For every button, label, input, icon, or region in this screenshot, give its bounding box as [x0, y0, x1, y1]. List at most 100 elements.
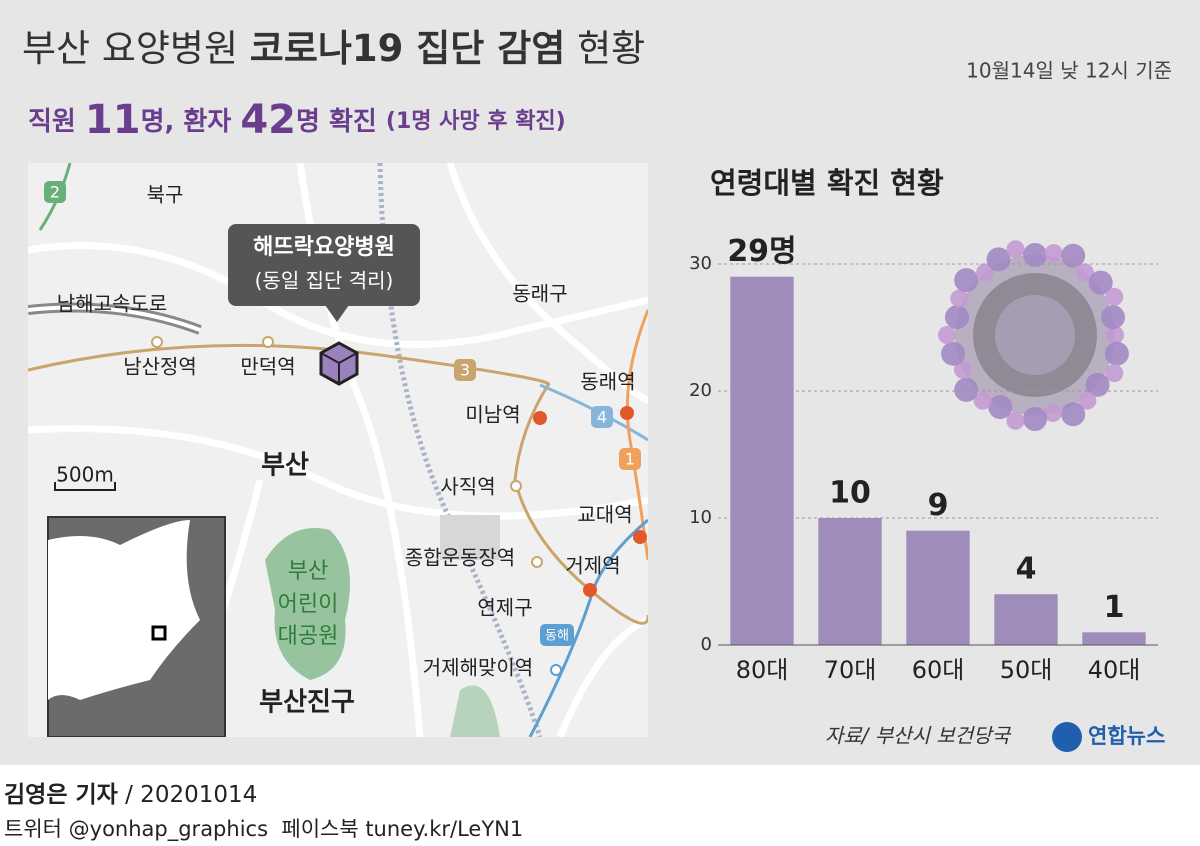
x-tick-label: 40대 — [1088, 656, 1141, 684]
hospital-callout — [228, 224, 420, 306]
station-label: 미남역 — [465, 403, 520, 427]
virus-spike — [1105, 364, 1124, 383]
station-label: 남산정역 — [123, 355, 197, 379]
inset-marker — [151, 625, 167, 641]
line-badge — [540, 624, 574, 646]
district-label: 부산진구 — [259, 688, 355, 718]
source: 자료/ 부산시 보건당국 — [825, 724, 1012, 748]
y-tick-label: 30 — [689, 253, 712, 274]
scale-bar — [54, 482, 116, 491]
y-tick-label: 0 — [701, 634, 712, 655]
stations — [151, 336, 562, 676]
park — [450, 685, 500, 737]
line-donghae — [528, 518, 648, 737]
virus-spike — [1061, 402, 1086, 427]
virus-spike — [1088, 270, 1113, 295]
byline: 김영은 기자 / 20201014 — [4, 782, 257, 808]
value-label: 29명 — [727, 234, 796, 269]
subtitle: 직원 11명, 환자 42명 확진 (1명 사망 후 확진) — [28, 97, 566, 143]
reporter: 김영은 기자 — [4, 782, 118, 808]
stadium — [440, 515, 500, 560]
hospital-icon — [319, 341, 359, 386]
bar — [818, 518, 882, 645]
virus-spike — [941, 341, 966, 366]
x-tick-label: 80대 — [736, 656, 789, 684]
value-label: 4 — [1016, 552, 1037, 587]
virus-spike — [1105, 287, 1124, 306]
line-badge-label: 1 — [625, 450, 635, 469]
line-badge — [619, 448, 641, 470]
transfer-stations — [533, 406, 647, 597]
virus-spike — [954, 377, 979, 402]
map: 2 3 4 1 동해 북구 남해고속도로 남산정역 만덕역 동래구 동래역 미남… — [28, 163, 648, 737]
virus-spike — [1043, 403, 1062, 422]
station-label: 동래역 — [580, 370, 635, 394]
title-part: 부산 요양병원 — [22, 27, 238, 70]
virus-spike — [1061, 243, 1086, 268]
line-badge-label: 3 — [460, 361, 470, 380]
district-label: 연제구 — [477, 596, 532, 620]
sns: 트위터 @yonhap_graphics 페이스북 tuney.kr/LeYN1 — [4, 817, 523, 842]
virus-spike — [1104, 341, 1129, 366]
title-part: 현황 — [577, 27, 645, 70]
date-note: 10월14일 낮 12시 기준 — [966, 59, 1172, 83]
value-label: 1 — [1104, 590, 1125, 625]
bar — [1082, 632, 1146, 645]
line-badge-label: 동해 — [545, 629, 569, 644]
station-label: 종합운동장역 — [405, 546, 515, 570]
road-label: 남해고속도로 — [57, 292, 167, 316]
park-label: 부산 — [288, 559, 328, 584]
virus-spike — [1075, 263, 1094, 282]
virus-spike — [988, 395, 1013, 420]
station-label: 사직역 — [440, 475, 495, 499]
value-label: 9 — [928, 488, 949, 523]
virus-spike — [1023, 243, 1047, 267]
line-badge — [591, 406, 613, 428]
x-tick-label: 60대 — [912, 656, 965, 684]
station-label: 거제역 — [565, 554, 620, 578]
subtitle-part: (1명 사망 후 확진) — [386, 109, 566, 134]
park-label: 어린이 — [278, 592, 339, 617]
hospital-name: 해뜨락요양병원 — [253, 235, 395, 260]
district-label: 동래구 — [512, 282, 567, 306]
subtitle-number: 11 — [85, 97, 141, 143]
bar — [906, 530, 970, 645]
x-tick-label: 70대 — [824, 656, 877, 684]
hospital-note: (동일 집단 격리) — [255, 269, 394, 293]
station-label: 교대역 — [577, 503, 632, 527]
footer-background — [0, 765, 1200, 846]
expressway — [28, 305, 201, 332]
y-tick-label: 10 — [689, 507, 712, 528]
virus-spike — [953, 360, 972, 379]
virus-spike — [973, 391, 992, 410]
district-label: 북구 — [147, 183, 184, 207]
virus-spike — [986, 247, 1011, 272]
line-badge-label: 2 — [50, 183, 60, 202]
virus-spike — [1106, 326, 1124, 344]
bar — [730, 276, 794, 645]
publish-date: / 20201014 — [125, 782, 257, 808]
chart-title: 연령대별 확진 현황 — [710, 166, 944, 200]
virus-spike — [1023, 407, 1047, 431]
subtitle-part: 명 확진 — [296, 107, 377, 137]
virus-spike — [976, 263, 995, 282]
virus-spike — [945, 305, 970, 330]
station-label: 만덕역 — [240, 355, 295, 379]
virus-spike — [1006, 240, 1025, 259]
subtitle-number: 42 — [240, 97, 296, 143]
subtitle-part: 직원 — [28, 107, 76, 137]
logo-mark — [1052, 722, 1082, 752]
virus-illustration — [938, 240, 1129, 431]
callout-pointer — [325, 305, 349, 322]
y-tick-label: 20 — [689, 380, 712, 401]
title-part: 코로나19 집단 감염 — [250, 27, 566, 70]
title: 부산 요양병원 코로나19 집단 감염 현황 — [22, 27, 645, 70]
value-label: 10 — [829, 476, 871, 511]
inset-land — [48, 520, 200, 700]
virus-spike — [1044, 244, 1063, 263]
scale-label: 500m — [56, 463, 114, 487]
station-label: 거제해맞이역 — [423, 656, 533, 680]
logo: 연합뉴스 — [1088, 724, 1165, 748]
line-badge-label: 4 — [597, 408, 607, 427]
virus-spike — [1078, 391, 1097, 410]
